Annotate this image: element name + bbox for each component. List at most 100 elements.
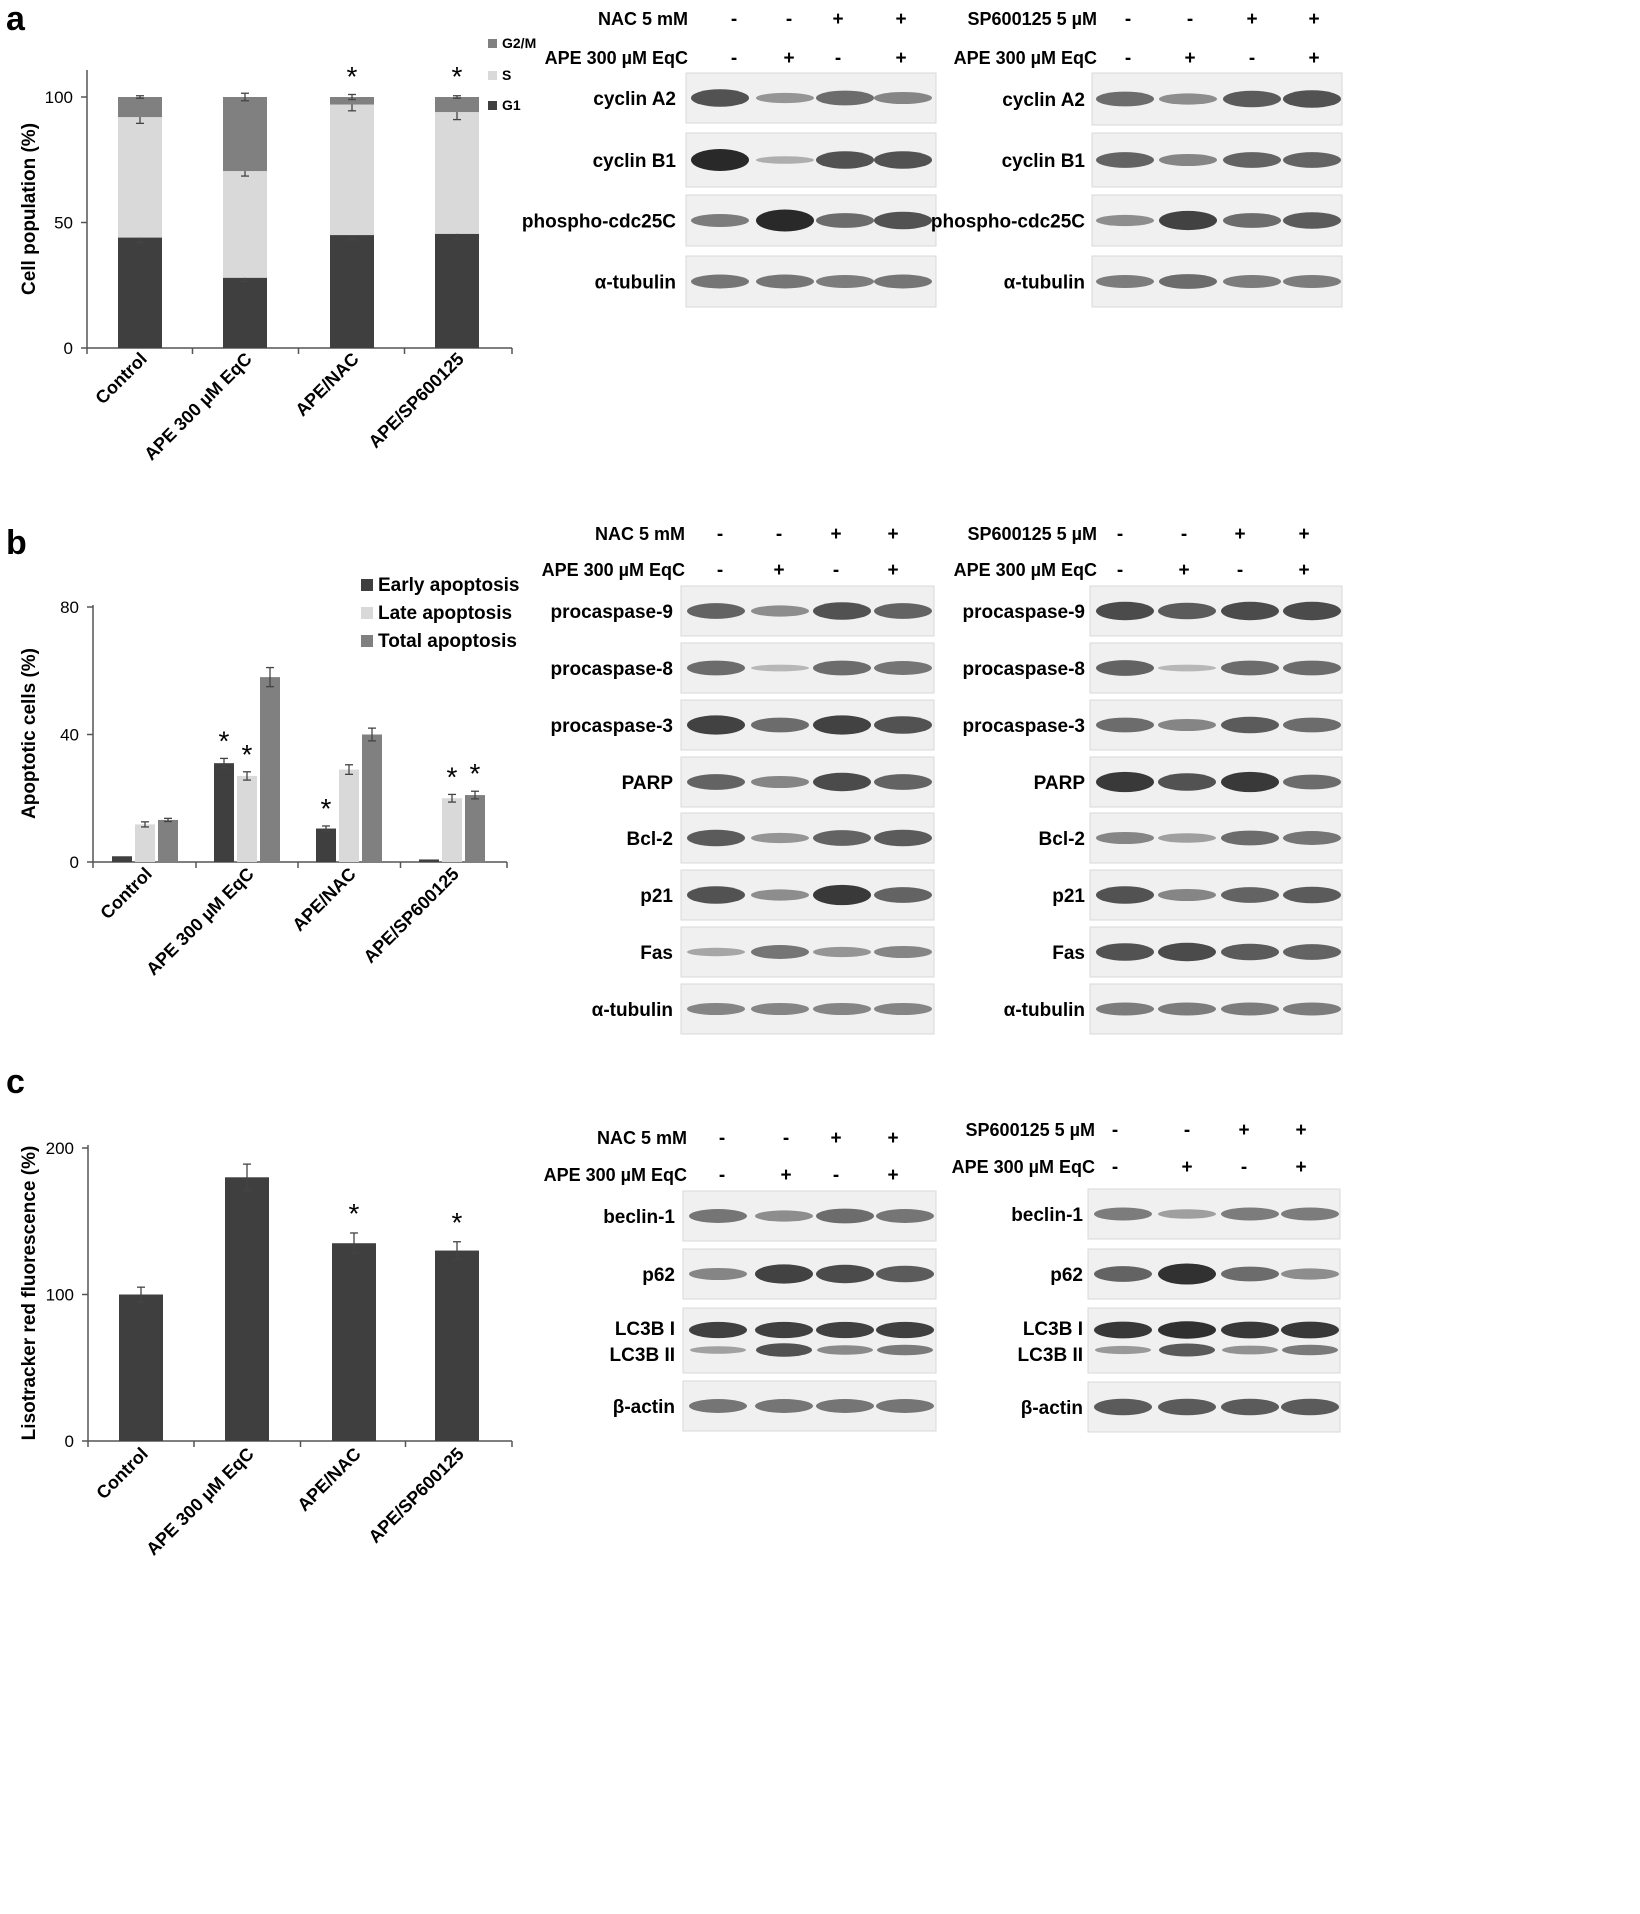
protein-band (1095, 1345, 1151, 1355)
treatment-label: APE 300 µM EqC (545, 48, 688, 68)
protein-band (813, 660, 871, 676)
treatment-sign: + (1298, 560, 1309, 581)
protein-band (813, 1002, 871, 1016)
protein-band (1159, 1343, 1215, 1357)
protein-band (813, 602, 871, 620)
category-label: APE 300 µM EqC (140, 349, 256, 465)
treatment-sign: - (1125, 48, 1131, 69)
protein-band (813, 772, 871, 792)
treatment-sign: - (717, 524, 723, 545)
bar-total-apoptosis (465, 795, 485, 862)
blot-row: cyclin B1 (593, 132, 937, 188)
treatment-sign: - (783, 1128, 789, 1149)
treatment-sign: - (1125, 9, 1131, 30)
y-axis-title: Cell population (%) (19, 123, 40, 295)
protein-label: α-tubulin (592, 1000, 673, 1021)
western-blot-a-2: SP600125 5 µM APE 300 µM EqC - - + + - + - + cycli… (931, 9, 1343, 308)
protein-band (755, 1321, 813, 1339)
protein-band (1221, 660, 1279, 676)
protein-band (816, 1264, 874, 1284)
bar-early-apoptosis (316, 828, 336, 862)
treatment-sign: + (773, 560, 784, 581)
treatment-sign: - (1117, 524, 1123, 545)
protein-band (1096, 601, 1154, 621)
protein-band (1223, 275, 1281, 288)
treatment-sign: - (731, 9, 737, 30)
significance-star: * (447, 761, 458, 792)
protein-band (751, 605, 809, 617)
protein-band (1159, 153, 1217, 167)
protein-band (691, 89, 749, 107)
significance-star: * (452, 1207, 463, 1238)
legend-label: Late apoptosis (378, 603, 512, 624)
blot-row: cyclin B1 (1002, 132, 1343, 188)
protein-label: LC3B I (1023, 1319, 1083, 1340)
treatment-sign: - (833, 560, 839, 581)
protein-band (1283, 601, 1341, 621)
protein-band (874, 91, 932, 105)
bar-early-apoptosis (112, 856, 132, 862)
category-label: Control (91, 349, 150, 408)
treatment-sign: - (1184, 1120, 1190, 1141)
blot-row: Fas (640, 926, 935, 978)
treatment-sign: + (887, 1128, 898, 1149)
treatment-sign: - (1112, 1120, 1118, 1141)
protein-band (689, 1399, 747, 1413)
protein-band (1096, 943, 1154, 961)
protein-band (816, 213, 874, 228)
protein-band (1096, 717, 1154, 733)
category-label: APE/NAC (293, 1444, 364, 1515)
protein-band (1158, 888, 1216, 902)
protein-band (1094, 1266, 1152, 1282)
protein-band (874, 945, 932, 959)
protein-label: procaspase-9 (962, 602, 1085, 623)
protein-band (1221, 887, 1279, 903)
protein-band (756, 209, 814, 232)
protein-band (1221, 1398, 1279, 1416)
treatment-sign: + (1308, 9, 1319, 30)
protein-band (755, 1399, 813, 1413)
protein-band (687, 715, 745, 735)
protein-band (1096, 1002, 1154, 1016)
blot-strip (682, 1307, 937, 1374)
panel-label: c (6, 1063, 25, 1101)
legend-label: Early apoptosis (378, 575, 520, 596)
protein-label: cyclin A2 (593, 89, 676, 110)
protein-label: procaspase-8 (550, 659, 673, 680)
protein-band (1094, 1398, 1152, 1416)
protein-label: Fas (640, 943, 673, 964)
western-blot-c-1: NAC 5 mM APE 300 µM EqC - - + + - + - + beclin-1 p6… (544, 1128, 937, 1432)
protein-label: p21 (1052, 886, 1085, 907)
bar-late-apoptosis (339, 769, 359, 862)
protein-band (756, 1343, 812, 1357)
protein-band (1096, 214, 1154, 227)
blot-row: p21 (1052, 869, 1343, 921)
significance-star: * (347, 61, 358, 92)
treatment-sign: + (887, 560, 898, 581)
protein-band (813, 884, 871, 906)
protein-label: p62 (642, 1265, 675, 1286)
blot-row: Fas (1052, 926, 1343, 978)
protein-band (1221, 1266, 1279, 1282)
legend-swatch (361, 635, 373, 647)
legend-swatch (361, 607, 373, 619)
bar-total-apoptosis (158, 819, 178, 862)
blot-row: cyclin A2 (593, 72, 937, 124)
protein-band (816, 151, 874, 169)
panel-label: b (6, 524, 27, 562)
protein-band (687, 829, 745, 847)
bar-late-apoptosis (237, 775, 257, 862)
blot-row: LC3B I LC3B II (1018, 1307, 1341, 1374)
treatment-label: APE 300 µM EqC (544, 1165, 687, 1185)
treatment-sign: + (780, 1165, 791, 1186)
significance-star: * (242, 739, 253, 770)
protein-band (816, 275, 874, 288)
blot-row: Bcl-2 (1039, 812, 1343, 864)
protein-band (1158, 664, 1216, 672)
protein-band (1096, 660, 1154, 676)
protein-band (1158, 942, 1216, 962)
blot-row: α-tubulin (1004, 983, 1343, 1035)
protein-band (874, 774, 932, 790)
